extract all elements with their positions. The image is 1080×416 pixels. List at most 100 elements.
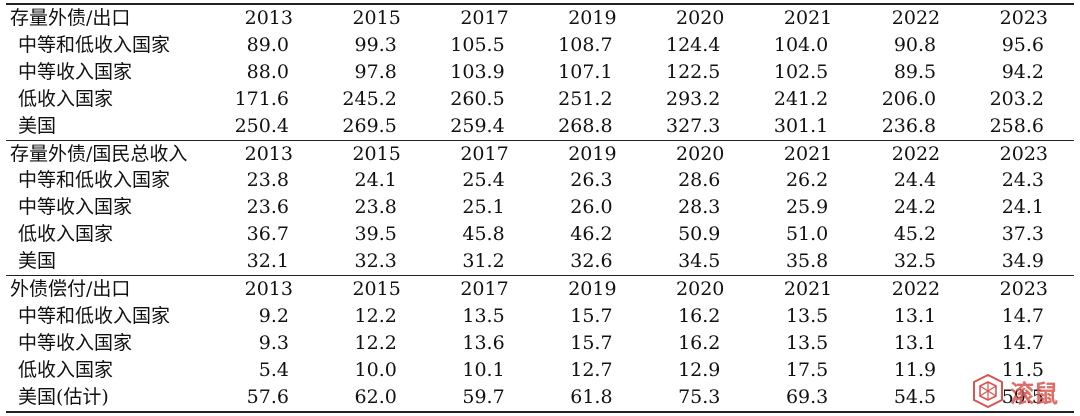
table-row: 中等和低收入国家 23.8 24.1 25.4 26.3 28.6 26.2 24.4 24.3 xyxy=(6,167,1074,194)
value-cell: 32.1 xyxy=(246,250,289,273)
year-header-cell: 2015 xyxy=(318,275,427,303)
year-header-cell: 2015 xyxy=(318,139,427,168)
value-cell: 107.1 xyxy=(558,60,613,83)
value-cell: 236.8 xyxy=(881,114,937,137)
debt-indicators-table-container: 存量外债/出口 2013 2015 2017 2019 2020 2021 2022 2023 中… xyxy=(6,3,1074,413)
year-header-cell: 2023 xyxy=(966,139,1074,168)
value-cell: 11.9 xyxy=(893,358,937,381)
row-label: 美国 xyxy=(18,250,57,273)
value-cell: 26.0 xyxy=(570,196,613,219)
year-header-cell: 2020 xyxy=(642,139,751,168)
year-header-cell: 2021 xyxy=(750,3,859,32)
value-cell: 54.5 xyxy=(858,383,967,413)
value-cell: 251.2 xyxy=(558,87,613,110)
value-cell: 10.1 xyxy=(462,358,505,381)
table-body: 存量外债/出口 2013 2015 2017 2019 2020 2021 2022 2023 中… xyxy=(6,3,1074,413)
row-label: 美国 xyxy=(18,114,57,137)
value-cell: 245.2 xyxy=(342,87,397,110)
value-cell: 25.4 xyxy=(462,169,505,192)
value-cell: 45.2 xyxy=(893,223,937,246)
value-cell: 26.3 xyxy=(570,169,613,192)
value-cell: 25.9 xyxy=(785,196,829,219)
value-cell: 23.8 xyxy=(354,196,397,219)
value-cell: 102.5 xyxy=(773,60,829,83)
value-cell: 11.5 xyxy=(1001,358,1044,381)
value-cell: 24.3 xyxy=(1001,169,1044,192)
value-cell: 241.2 xyxy=(773,87,829,110)
section-title: 存量外债/出口 xyxy=(6,3,212,32)
value-cell: 89.5 xyxy=(893,60,937,83)
value-cell: 25.1 xyxy=(462,196,505,219)
value-cell: 88.0 xyxy=(246,60,289,83)
value-cell: 59.7 xyxy=(426,383,535,413)
value-cell: 13.6 xyxy=(462,331,505,354)
value-cell: 45.8 xyxy=(462,223,505,246)
value-cell: 69.3 xyxy=(750,383,859,413)
row-label: 低收入国家 xyxy=(18,87,114,110)
value-cell: 59.5 xyxy=(966,383,1074,413)
year-header-cell: 2022 xyxy=(858,3,967,32)
value-cell: 15.7 xyxy=(570,304,613,327)
value-cell: 124.4 xyxy=(666,33,721,56)
value-cell: 13.1 xyxy=(893,304,937,327)
value-cell: 61.8 xyxy=(534,383,643,413)
year-header-cell: 2019 xyxy=(534,3,643,32)
row-label: 中等收入国家 xyxy=(18,60,133,83)
value-cell: 62.0 xyxy=(318,383,427,413)
row-label: 中等收入国家 xyxy=(18,196,133,219)
value-cell: 94.2 xyxy=(1001,60,1044,83)
value-cell: 203.2 xyxy=(989,87,1044,110)
value-cell: 12.2 xyxy=(354,304,397,327)
row-label: 中等和低收入国家 xyxy=(18,33,171,56)
section-title: 存量外债/国民总收入 xyxy=(6,139,212,168)
value-cell: 24.1 xyxy=(354,169,397,192)
value-cell: 95.6 xyxy=(1001,33,1044,56)
value-cell: 327.3 xyxy=(666,114,721,137)
table-row: 美国 250.4 269.5 259.4 268.8 327.3 301.1 236.8 258… xyxy=(6,113,1074,140)
row-label: 低收入国家 xyxy=(18,358,114,381)
value-cell: 12.9 xyxy=(678,358,721,381)
value-cell: 9.3 xyxy=(258,331,289,354)
table-row: 中等和低收入国家 9.2 12.2 13.5 15.7 16.2 13.5 13.1 14.7 xyxy=(6,303,1074,330)
value-cell: 13.5 xyxy=(462,304,505,327)
year-header-cell: 2015 xyxy=(318,3,427,32)
table-row: 低收入国家 171.6 245.2 260.5 251.2 293.2 241.2 206.0… xyxy=(6,86,1074,113)
row-label: 中等和低收入国家 xyxy=(18,304,171,327)
value-cell: 57.6 xyxy=(211,383,319,413)
value-cell: 23.6 xyxy=(246,196,289,219)
value-cell: 51.0 xyxy=(785,223,829,246)
year-header-cell: 2017 xyxy=(426,139,535,168)
value-cell: 14.7 xyxy=(1001,304,1044,327)
value-cell: 36.7 xyxy=(246,223,289,246)
value-cell: 103.9 xyxy=(450,60,505,83)
year-header-cell: 2017 xyxy=(426,275,535,303)
value-cell: 122.5 xyxy=(666,60,721,83)
value-cell: 34.9 xyxy=(1001,250,1044,273)
year-header-cell: 2013 xyxy=(211,3,319,32)
value-cell: 23.8 xyxy=(246,169,289,192)
value-cell: 250.4 xyxy=(234,114,289,137)
year-header-cell: 2023 xyxy=(966,3,1074,32)
value-cell: 32.5 xyxy=(893,250,937,273)
table-row: 中等收入国家 9.3 12.2 13.6 15.7 16.2 13.5 13.1 14.7 xyxy=(6,330,1074,357)
row-label: 中等收入国家 xyxy=(18,331,133,354)
value-cell: 39.5 xyxy=(354,223,397,246)
row-label: 中等和低收入国家 xyxy=(18,169,171,192)
value-cell: 206.0 xyxy=(881,87,937,110)
value-cell: 293.2 xyxy=(666,87,721,110)
value-cell: 171.6 xyxy=(234,87,289,110)
value-cell: 13.1 xyxy=(893,331,937,354)
value-cell: 259.4 xyxy=(450,114,505,137)
table-row: 中等收入国家 23.6 23.8 25.1 26.0 28.3 25.9 24.2 24.1 xyxy=(6,194,1074,221)
value-cell: 28.3 xyxy=(678,196,721,219)
value-cell: 90.8 xyxy=(893,33,937,56)
year-header-cell: 2022 xyxy=(858,275,967,303)
table-row: 美国 32.1 32.3 31.2 32.6 34.5 35.8 32.5 34.9 xyxy=(6,248,1074,275)
table-row: 低收入国家 36.7 39.5 45.8 46.2 50.9 51.0 45.2 37.3 xyxy=(6,221,1074,248)
debt-indicators-table: 存量外债/出口 2013 2015 2017 2019 2020 2021 2022 2023 中… xyxy=(6,3,1074,413)
value-cell: 24.1 xyxy=(1001,196,1044,219)
value-cell: 89.0 xyxy=(246,33,289,56)
value-cell: 75.3 xyxy=(642,383,751,413)
table-row: 中等收入国家 88.0 97.8 103.9 107.1 122.5 102.5 89.5 94… xyxy=(6,59,1074,86)
section-title: 外债偿付/出口 xyxy=(6,275,212,303)
